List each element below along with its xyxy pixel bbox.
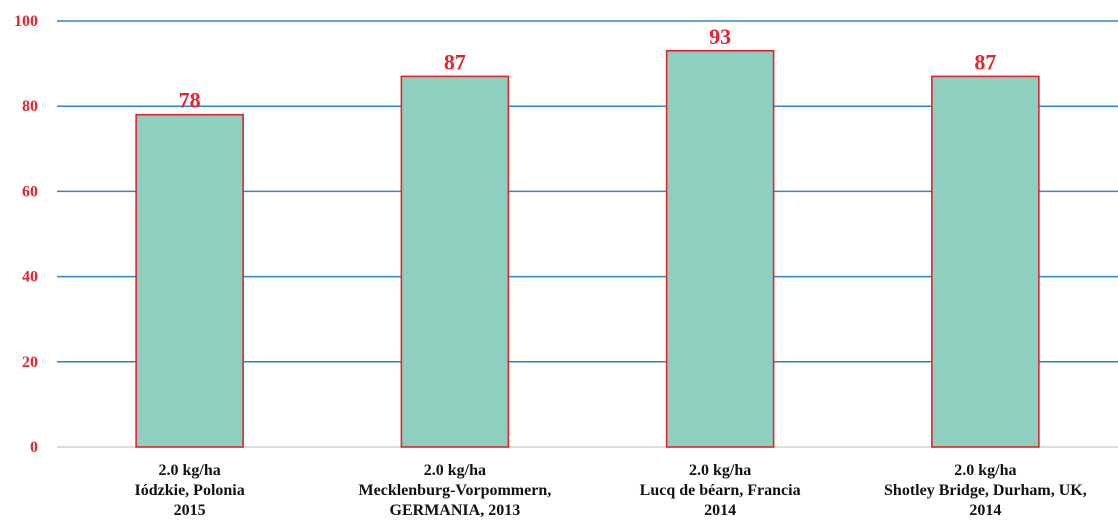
- bars: [135, 50, 1040, 448]
- x-category-line: 2015: [174, 502, 206, 519]
- y-tick-label: 40: [22, 269, 38, 286]
- bar: [135, 113, 244, 448]
- bar: [665, 50, 775, 448]
- x-category-line: Mecklenburg-Vorpommern,: [359, 482, 552, 499]
- x-category-label: 2.0 kg/ha Iódzkie, Polonia 2015: [135, 462, 245, 519]
- data-label: 78: [179, 88, 201, 113]
- x-axis-labels: 2.0 kg/ha Iódzkie, Polonia 2015 2.0 kg/ha Me…: [135, 462, 1087, 519]
- data-labels: 78 87 93 87: [179, 24, 997, 113]
- x-category-line: 2014: [704, 502, 736, 519]
- data-label: 93: [709, 24, 731, 49]
- data-label: 87: [444, 49, 466, 74]
- data-label: 87: [974, 49, 996, 74]
- x-category-label: 2.0 kg/ha Mecklenburg-Vorpommern, GERMANIA…: [359, 462, 552, 519]
- x-category-label: 2.0 kg/ha Shotley Bridge, Durham, UK, 2014: [884, 462, 1087, 519]
- bar: [400, 75, 510, 448]
- y-axis-ticks: 0 20 40 60 80 100: [14, 13, 38, 456]
- y-tick-label: 100: [14, 13, 38, 30]
- y-tick-label: 80: [22, 98, 38, 115]
- x-category-line: 2.0 kg/ha: [689, 462, 751, 479]
- y-tick-label: 20: [22, 354, 38, 371]
- y-tick-label: 60: [22, 183, 38, 200]
- x-category-line: 2.0 kg/ha: [424, 462, 486, 479]
- x-category-line: 2.0 kg/ha: [159, 462, 221, 479]
- x-category-line: GERMANIA, 2013: [390, 502, 521, 519]
- x-category-line: Lucq de béarn, Francia: [640, 482, 801, 499]
- x-category-label: 2.0 kg/ha Lucq de béarn, Francia 2014: [640, 462, 801, 519]
- y-tick-label: 0: [30, 439, 38, 456]
- x-category-line: Shotley Bridge, Durham, UK,: [884, 482, 1087, 499]
- bar: [931, 75, 1040, 448]
- x-category-line: Iódzkie, Polonia: [135, 482, 245, 499]
- x-category-line: 2014: [969, 502, 1001, 519]
- x-category-line: 2.0 kg/ha: [954, 462, 1016, 479]
